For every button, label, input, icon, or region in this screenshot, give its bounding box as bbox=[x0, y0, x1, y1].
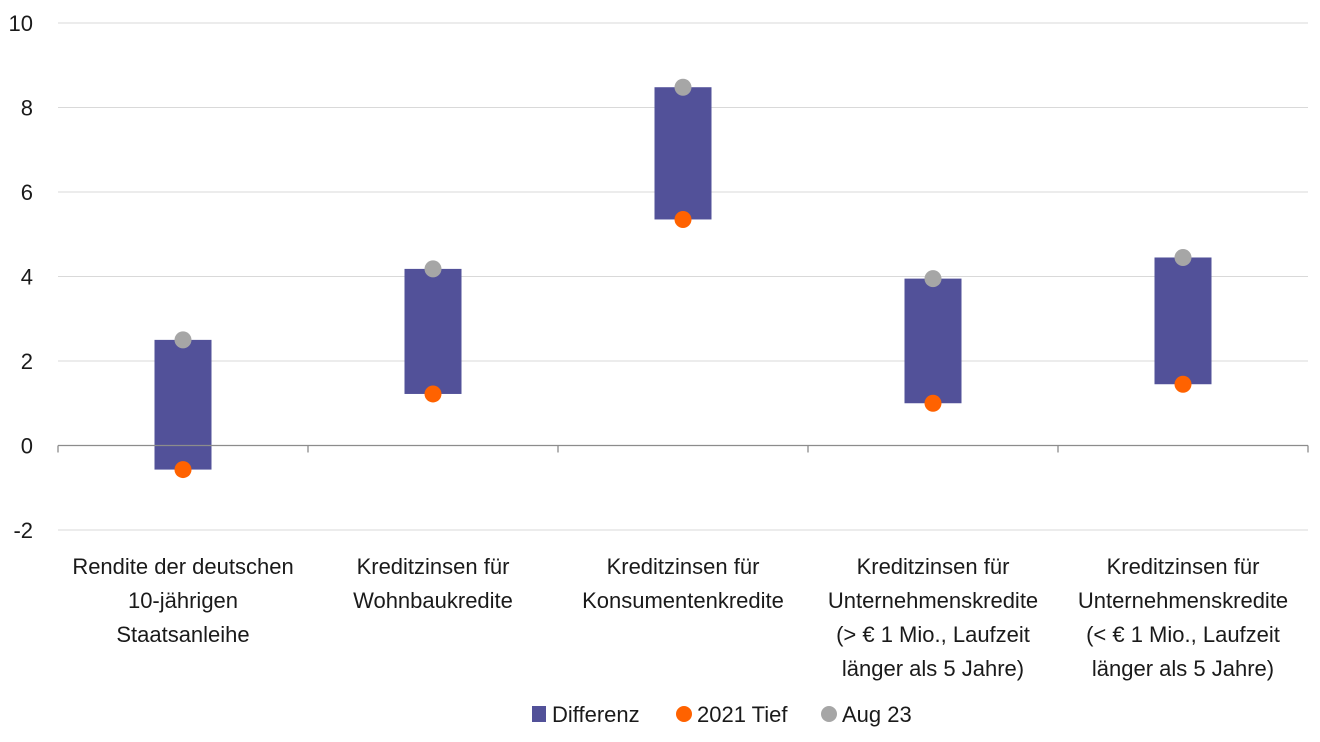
differenz-bar bbox=[1154, 257, 1212, 385]
aug23-marker bbox=[674, 78, 692, 96]
tief2021-marker bbox=[924, 394, 942, 412]
differenz-bar bbox=[154, 339, 212, 470]
category-label-line: länger als 5 Jahre) bbox=[842, 656, 1024, 681]
y-tick-label: 4 bbox=[21, 265, 33, 290]
aug23-marker bbox=[174, 331, 192, 349]
legend-label: 2021 Tief bbox=[697, 702, 788, 727]
legend: Differenz 2021 Tief Aug 23 bbox=[532, 702, 912, 727]
category-label-line: (< € 1 Mio., Laufzeit bbox=[1086, 622, 1280, 647]
category-label-line: länger als 5 Jahre) bbox=[1092, 656, 1274, 681]
y-tick-label: 10 bbox=[9, 11, 33, 36]
y-tick-label: -2 bbox=[13, 518, 33, 543]
tief2021-marker bbox=[424, 385, 442, 403]
category-label-line: 10-jährigen bbox=[128, 588, 238, 613]
x-axis: Rendite der deutschen 10-jährigen Staatsan… bbox=[57, 444, 1309, 681]
aug23-marker bbox=[424, 260, 442, 278]
y-axis: -2 0 2 4 6 8 10 bbox=[9, 11, 33, 543]
y-tick-label: 2 bbox=[21, 349, 33, 374]
category-label: Kreditzinsen für Konsumentenkredite bbox=[582, 554, 784, 613]
range-bars bbox=[154, 87, 1212, 470]
legend-label: Aug 23 bbox=[842, 702, 912, 727]
category-label-line: Kreditzinsen für bbox=[1107, 554, 1260, 579]
category-label-line: Konsumentenkredite bbox=[582, 588, 784, 613]
y-tick-label: 8 bbox=[21, 96, 33, 121]
differenz-bar bbox=[904, 278, 962, 404]
legend-swatch-marker bbox=[821, 706, 837, 722]
category-label: Rendite der deutschen 10-jährigen Staatsan… bbox=[72, 554, 293, 647]
category-label: Kreditzinsen für Unternehmenskredite (< € … bbox=[1078, 554, 1288, 681]
tief2021-marker bbox=[1174, 375, 1192, 393]
differenz-bar bbox=[404, 268, 462, 394]
legend-swatch-marker bbox=[676, 706, 692, 722]
legend-label: Differenz bbox=[552, 702, 640, 727]
category-label-line: Staatsanleihe bbox=[116, 622, 249, 647]
category-label-line: Rendite der deutschen bbox=[72, 554, 293, 579]
category-label-line: (> € 1 Mio., Laufzeit bbox=[836, 622, 1030, 647]
markers bbox=[174, 78, 1192, 479]
category-label-line: Unternehmenskredite bbox=[1078, 588, 1288, 613]
category-label-line: Kreditzinsen für bbox=[857, 554, 1010, 579]
category-label-line: Kreditzinsen für bbox=[357, 554, 510, 579]
tief2021-marker bbox=[674, 210, 692, 228]
aug23-marker bbox=[1174, 248, 1192, 266]
differenz-bar bbox=[654, 87, 712, 220]
tief2021-marker bbox=[174, 461, 192, 479]
category-label-line: Wohnbaukredite bbox=[353, 588, 513, 613]
category-label: Kreditzinsen für Unternehmenskredite (> € … bbox=[828, 554, 1038, 681]
y-tick-label: 0 bbox=[21, 434, 33, 459]
y-tick-label: 6 bbox=[21, 180, 33, 205]
category-label: Kreditzinsen für Wohnbaukredite bbox=[353, 554, 513, 613]
category-label-line: Unternehmenskredite bbox=[828, 588, 1038, 613]
category-label-line: Kreditzinsen für bbox=[607, 554, 760, 579]
legend-swatch-differenz bbox=[532, 706, 546, 722]
aug23-marker bbox=[924, 270, 942, 288]
